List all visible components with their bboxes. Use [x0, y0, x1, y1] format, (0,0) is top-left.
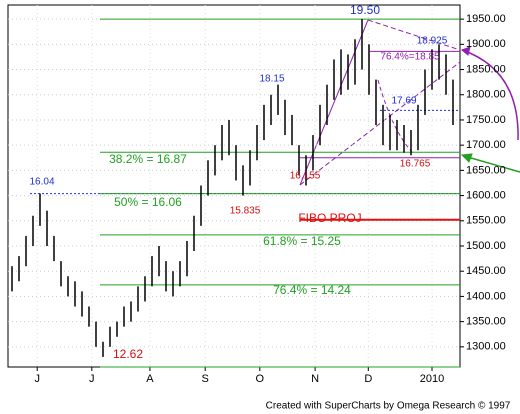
- annotation: 76.4%=18.85: [380, 52, 440, 63]
- annotation: 50% = 16.06: [114, 195, 182, 209]
- channel-line: [299, 61, 461, 186]
- footer: Created with SuperCharts by Omega Resear…: [266, 401, 511, 412]
- y-tick-label: 1600.00: [466, 189, 506, 201]
- channel-line: [367, 19, 461, 51]
- annotation: 12.62: [113, 347, 143, 361]
- y-tick-label: 1700.00: [466, 139, 506, 151]
- projection-curve: [377, 79, 413, 153]
- annotation: 17.69: [391, 96, 416, 107]
- x-tick-label: O: [256, 373, 265, 385]
- x-tick-label: A: [146, 373, 154, 385]
- annotation: 15.835: [230, 206, 261, 217]
- y-tick-label: 1350.00: [466, 316, 506, 328]
- annotation: 16.155: [290, 171, 321, 182]
- y-tick-label: 1300.00: [466, 341, 506, 353]
- annotation: 38.2% = 16.87: [109, 152, 187, 166]
- y-tick-label: 1850.00: [466, 63, 506, 75]
- annotation: 18.925: [417, 36, 448, 47]
- annotation: 61.8% = 15.25: [263, 234, 341, 248]
- x-tick-label: N: [311, 373, 319, 385]
- y-tick-label: 1450.00: [466, 265, 506, 277]
- annotation: FIBO PROJ: [298, 211, 361, 225]
- x-tick-label: D: [364, 373, 372, 385]
- annotation: 16.765: [400, 159, 431, 170]
- annotation: 16.04: [29, 177, 54, 188]
- x-tick-label: J: [89, 373, 95, 385]
- channel-line: [299, 19, 369, 186]
- annotation: 18.15: [259, 74, 284, 85]
- projection-curve: [461, 49, 519, 141]
- y-tick-label: 1800.00: [466, 89, 506, 101]
- x-tick-label: 2010: [420, 373, 444, 385]
- arrow-head: [460, 153, 473, 163]
- x-tick-label: J: [34, 373, 40, 385]
- y-tick-label: 1500.00: [466, 240, 506, 252]
- arrow-head: [461, 46, 471, 56]
- y-tick-label: 1550.00: [466, 215, 506, 227]
- annotation: 76.4% = 14.24: [273, 283, 351, 297]
- x-tick-label: S: [202, 373, 209, 385]
- y-tick-label: 1400.00: [466, 290, 506, 302]
- y-tick-label: 1950.00: [466, 13, 506, 25]
- y-tick-label: 1750.00: [466, 114, 506, 126]
- annotation: 19.50: [350, 3, 380, 17]
- arrow: [463, 155, 520, 173]
- y-tick-label: 1650.00: [466, 164, 506, 176]
- y-tick-label: 1900.00: [466, 38, 506, 50]
